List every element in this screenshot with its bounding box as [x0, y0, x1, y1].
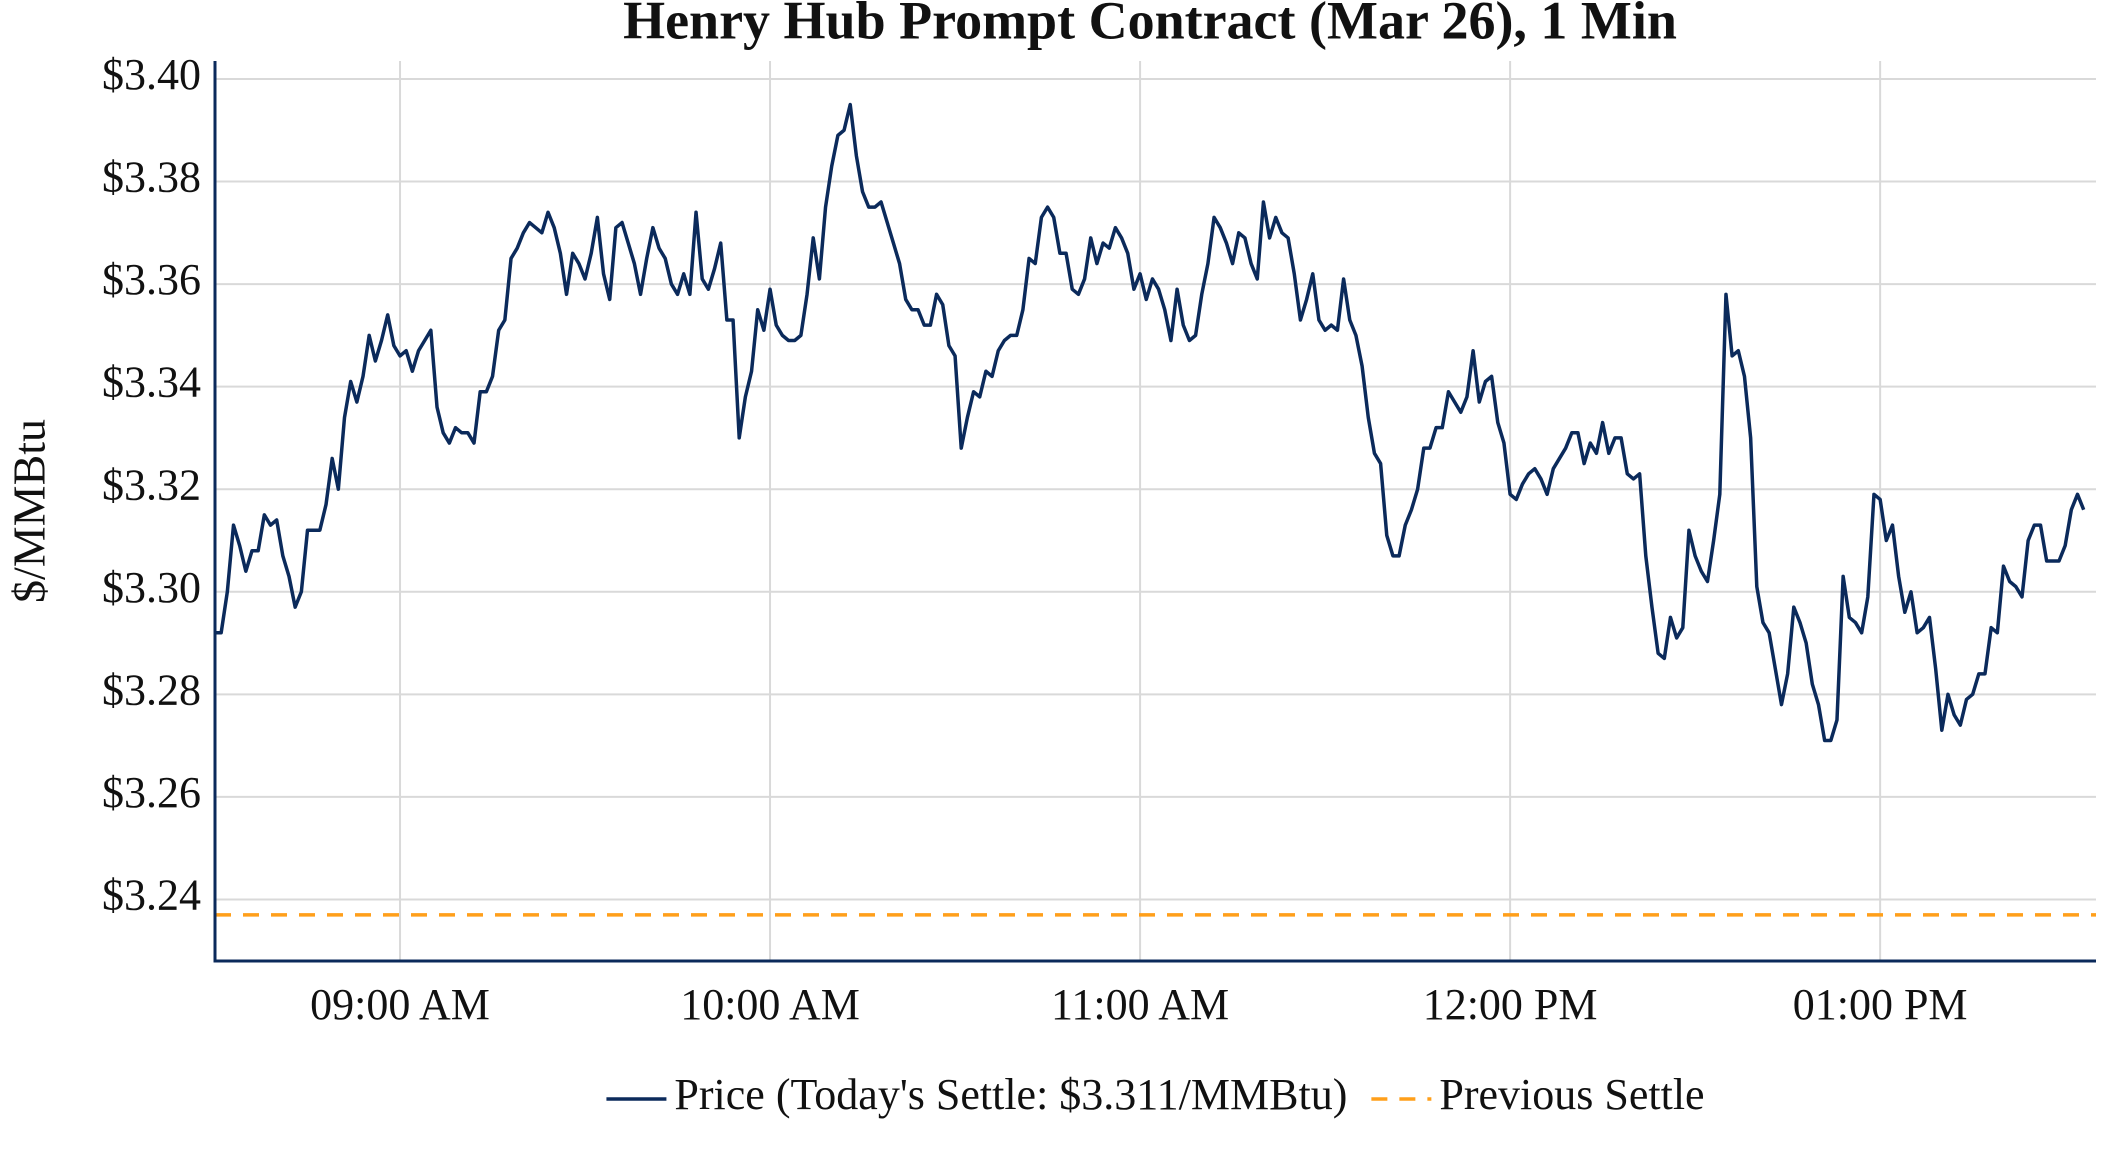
y-tick-label: $3.26	[102, 768, 201, 817]
y-axis-label: $/MMBtu	[4, 419, 55, 603]
y-tick-label: $3.32	[102, 460, 201, 509]
x-tick-label: 09:00 AM	[310, 980, 490, 1029]
x-tick-label: 12:00 PM	[1423, 980, 1598, 1029]
legend: Price (Today's Settle: $3.311/MMBtu) Prev…	[606, 1070, 1705, 1119]
y-tick-label: $3.36	[102, 255, 201, 304]
y-tick-label: $3.34	[102, 358, 201, 407]
y-tick-label: $3.28	[102, 665, 201, 714]
legend-label: Previous Settle	[1439, 1070, 1704, 1119]
y-tick-label: $3.38	[102, 153, 201, 202]
y-tick-label: $3.30	[102, 563, 201, 612]
x-tick-label: 01:00 PM	[1793, 980, 1968, 1029]
y-tick-label: $3.40	[102, 50, 201, 99]
price-line	[215, 102, 2086, 743]
x-tick-label: 10:00 AM	[680, 980, 860, 1029]
y-tick-label: $3.24	[102, 871, 201, 920]
legend-label: Price (Today's Settle: $3.311/MMBtu)	[674, 1070, 1347, 1119]
x-tick-label: 11:00 AM	[1051, 980, 1229, 1029]
chart-title: Henry Hub Prompt Contract (Mar 26), 1 Mi…	[623, 0, 1677, 50]
